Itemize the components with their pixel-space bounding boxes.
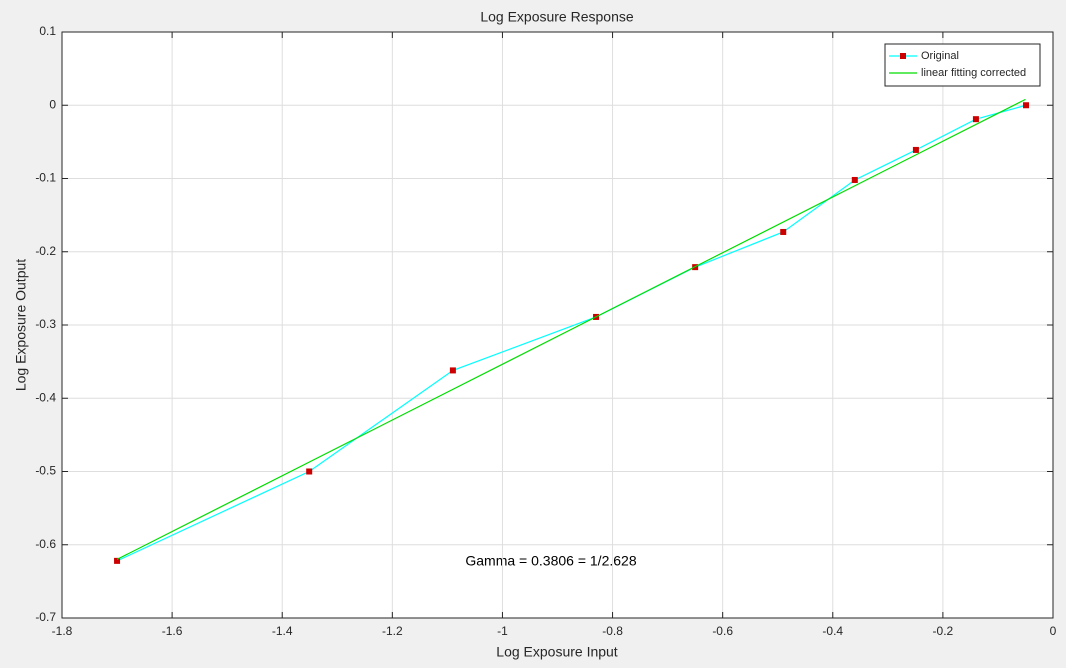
- x-axis-label: Log Exposure Input: [496, 644, 618, 660]
- legend-label: linear fitting corrected: [921, 67, 1026, 79]
- series-line: [116, 104, 1027, 562]
- y-tick-label: -0.5: [35, 464, 56, 478]
- data-point: [1023, 102, 1030, 109]
- y-tick-label: -0.6: [35, 537, 56, 551]
- x-tick-label: -1.4: [272, 624, 293, 638]
- y-tick-label: -0.7: [35, 610, 56, 624]
- y-tick-label: -0.4: [35, 390, 56, 404]
- x-tick-label: -0.4: [822, 624, 843, 638]
- data-point: [851, 176, 858, 183]
- x-tick-label: -1: [497, 624, 508, 638]
- x-tick-label: -1.2: [382, 624, 403, 638]
- y-tick-label: 0: [49, 97, 56, 111]
- x-tick-label: 0: [1050, 624, 1057, 638]
- x-tick-label: -1.6: [162, 624, 183, 638]
- y-tick-label: -0.2: [35, 244, 56, 258]
- x-tick-label: -0.2: [933, 624, 954, 638]
- y-axis-label: Log Exposure Output: [13, 259, 29, 391]
- y-tick-label: 0.1: [39, 24, 56, 38]
- data-point: [780, 228, 787, 235]
- y-tick-label: -0.3: [35, 317, 56, 331]
- chart-title: Log Exposure Response: [480, 9, 634, 25]
- x-tick-label: -1.8: [52, 624, 73, 638]
- data-point: [912, 146, 919, 153]
- legend-box: [884, 43, 1041, 87]
- data-point: [114, 557, 121, 564]
- y-tick-label: -0.1: [35, 171, 56, 185]
- data-point: [306, 468, 313, 475]
- x-tick-label: -0.8: [602, 624, 623, 638]
- annotation: Gamma = 0.3806 = 1/2.628: [465, 553, 636, 569]
- series-line: [116, 98, 1026, 560]
- axes-box: [61, 31, 1054, 619]
- data-point: [972, 116, 979, 123]
- legend-label: Original: [921, 50, 959, 62]
- legend-marker: [900, 53, 906, 59]
- data-point: [449, 367, 456, 374]
- x-tick-label: -0.6: [712, 624, 733, 638]
